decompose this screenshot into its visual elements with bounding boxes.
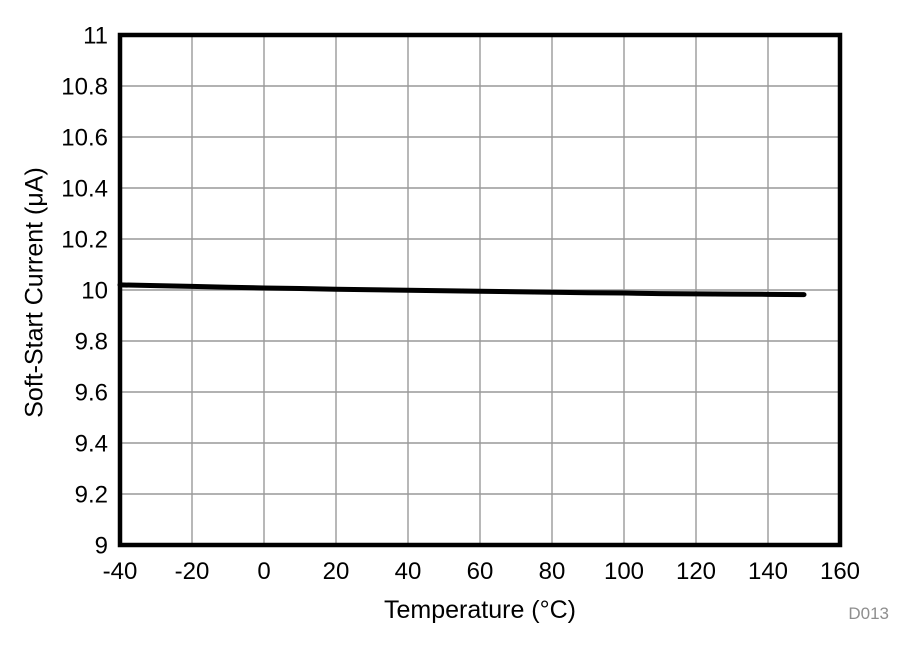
- x-tick-label: 160: [820, 558, 860, 585]
- x-tick-label: 100: [604, 558, 644, 585]
- x-tick-label: -20: [175, 558, 210, 585]
- y-tick-label: 11: [83, 23, 108, 50]
- y-tick-label: 9.6: [75, 380, 108, 407]
- y-tick-label: 10: [81, 278, 108, 305]
- x-tick-label: 40: [395, 558, 422, 585]
- y-tick-label: 9.4: [75, 431, 108, 458]
- watermark-label: D013: [848, 604, 889, 623]
- x-tick-label: 20: [323, 558, 350, 585]
- y-axis-title: Soft-Start Current (μA): [20, 167, 49, 418]
- x-tick-label: 60: [467, 558, 494, 585]
- y-tick-label: 10.8: [61, 74, 108, 101]
- y-tick-label: 10.6: [61, 125, 108, 152]
- x-tick-label: 120: [676, 558, 716, 585]
- y-tick-label: 10.2: [61, 227, 108, 254]
- plot-frame: [117, 32, 843, 548]
- y-tick-label: 10.4: [61, 176, 108, 203]
- data-line-soft-start-current: [117, 282, 807, 298]
- x-tick-label: 140: [748, 558, 788, 585]
- y-tick-label: 9: [95, 533, 108, 560]
- x-axis-title: Temperature (°C): [384, 596, 576, 624]
- x-tick-label: -40: [103, 558, 138, 585]
- y-tick-label: 9.2: [75, 482, 108, 509]
- x-tick-label: 0: [257, 558, 270, 585]
- x-tick-label: 80: [539, 558, 566, 585]
- y-tick-label: 9.8: [75, 329, 108, 356]
